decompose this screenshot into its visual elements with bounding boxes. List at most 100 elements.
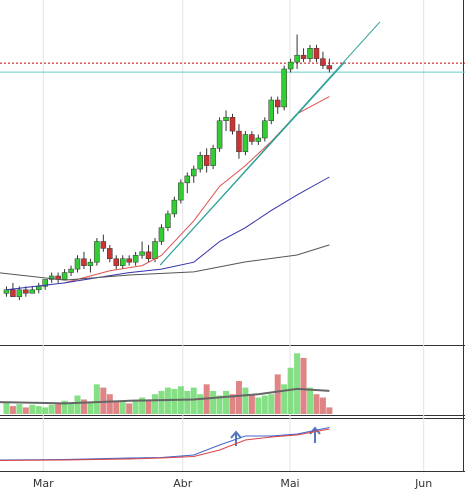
volume-bar (16, 404, 23, 414)
indicator-line (159, 61, 346, 266)
candle-body (268, 99, 274, 122)
candle-body (294, 54, 300, 63)
candle-body (197, 155, 203, 170)
volume-bar (87, 402, 94, 414)
volume-bar (229, 394, 236, 414)
candle-body (242, 134, 249, 153)
volume-bar (35, 406, 42, 414)
volume-bar (216, 395, 223, 414)
candle-body (152, 241, 158, 259)
candle-body (126, 258, 132, 263)
candle-body (281, 68, 287, 108)
volume-bar (268, 394, 275, 414)
candle-body (229, 117, 236, 132)
candle-body (48, 275, 55, 280)
volume-bar (106, 394, 113, 414)
volume-bar (274, 374, 281, 414)
candle-body (42, 279, 48, 287)
candle-body (16, 289, 23, 297)
candle-body (10, 289, 16, 297)
volume-bar (29, 404, 36, 414)
candle-body (203, 155, 210, 166)
candle-body (61, 272, 68, 280)
candle-body (326, 65, 333, 70)
candle-body (36, 286, 42, 291)
candle-body (262, 120, 268, 139)
candle-body (184, 175, 191, 184)
candle-body (223, 117, 229, 122)
volume-bar (171, 388, 178, 414)
x-tick-label: Jun (414, 477, 432, 490)
candle-body (74, 258, 81, 270)
volume-bar (281, 384, 288, 414)
volume-bar (119, 402, 126, 414)
volume-bar (145, 400, 152, 414)
candle-body (68, 268, 74, 273)
candle-body (300, 54, 307, 59)
candle-body (29, 289, 36, 294)
volume-bar (126, 403, 133, 414)
volume-bar (197, 394, 204, 414)
volume-bar (248, 394, 255, 414)
volume-bar (132, 399, 139, 414)
volume-bar (294, 353, 301, 414)
candle-body (210, 148, 216, 166)
volume-bar (261, 395, 268, 414)
volume-bar (235, 381, 242, 414)
candle-body (287, 61, 294, 70)
volume-bar (152, 394, 158, 414)
candle-body (320, 58, 326, 66)
candle-body (255, 137, 262, 142)
candle-body (307, 48, 313, 59)
volume-bar (93, 384, 100, 414)
volume-bar (307, 387, 313, 414)
candle-body (178, 182, 184, 201)
candle-body (165, 213, 171, 228)
candle-body (81, 258, 87, 266)
volume-bar (74, 395, 81, 414)
candle-body (87, 261, 94, 266)
candle-body (119, 258, 126, 266)
x-tick-label: Abr (173, 477, 193, 490)
volume-bar (287, 367, 294, 414)
volume-bar (113, 400, 120, 414)
volume-bar (319, 397, 326, 414)
volume-bar (184, 390, 191, 414)
volume-bar (223, 390, 230, 414)
volume-bar (42, 407, 49, 414)
volume-bar (210, 390, 217, 414)
candle-body (3, 289, 10, 294)
candle-body (94, 241, 100, 263)
volume-ma (0, 387, 330, 405)
x-tick-label: Mai (280, 477, 299, 490)
candle-body (100, 241, 107, 249)
candle-body (23, 289, 29, 294)
candle-body (274, 99, 281, 108)
volume-bar (190, 387, 197, 414)
volume-bar (61, 400, 68, 414)
volume-bar (3, 402, 10, 414)
volume-bar (80, 399, 87, 414)
oscillator-line (0, 427, 330, 461)
oscillator-line (0, 428, 330, 461)
candle-body (132, 255, 139, 263)
volume-bar (68, 404, 75, 414)
volume-bar (48, 404, 55, 414)
candle-body (158, 227, 165, 242)
candle-body (145, 251, 152, 260)
volume-bar (100, 387, 107, 414)
candle-body (171, 199, 178, 215)
candle-body (139, 251, 145, 256)
candle-body (113, 258, 119, 266)
volume-bar (255, 397, 262, 414)
volume-bar (22, 407, 29, 414)
candle-body (191, 168, 197, 177)
indicator-line (0, 244, 330, 281)
candle-body (107, 248, 113, 259)
volume-bar (55, 403, 62, 414)
candle-body (216, 120, 223, 149)
volume-bar (313, 394, 320, 414)
candle-body (313, 48, 320, 59)
